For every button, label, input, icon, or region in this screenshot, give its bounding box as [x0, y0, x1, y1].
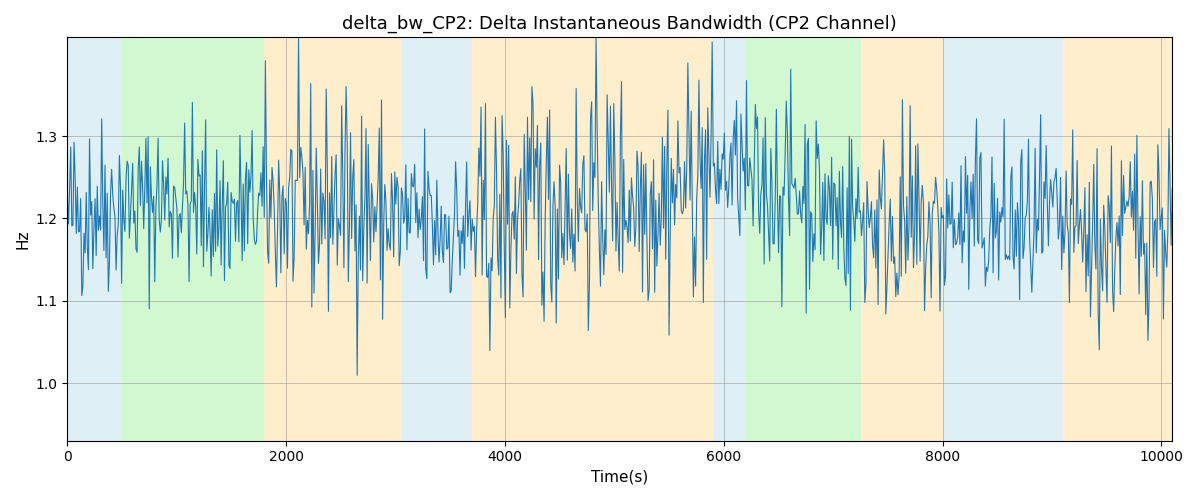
Bar	[264, 38, 401, 440]
Title: delta_bw_CP2: Delta Instantaneous Bandwidth (CP2 Channel): delta_bw_CP2: Delta Instantaneous Bandwi…	[342, 15, 898, 34]
Bar	[713, 38, 745, 440]
Bar	[122, 38, 264, 440]
Bar	[942, 38, 1063, 440]
Bar	[1063, 38, 1183, 440]
Bar	[401, 38, 472, 440]
Bar	[67, 38, 122, 440]
Y-axis label: Hz: Hz	[16, 230, 30, 249]
Bar	[745, 38, 860, 440]
Bar	[472, 38, 713, 440]
X-axis label: Time(s): Time(s)	[592, 470, 648, 485]
Bar	[860, 38, 942, 440]
